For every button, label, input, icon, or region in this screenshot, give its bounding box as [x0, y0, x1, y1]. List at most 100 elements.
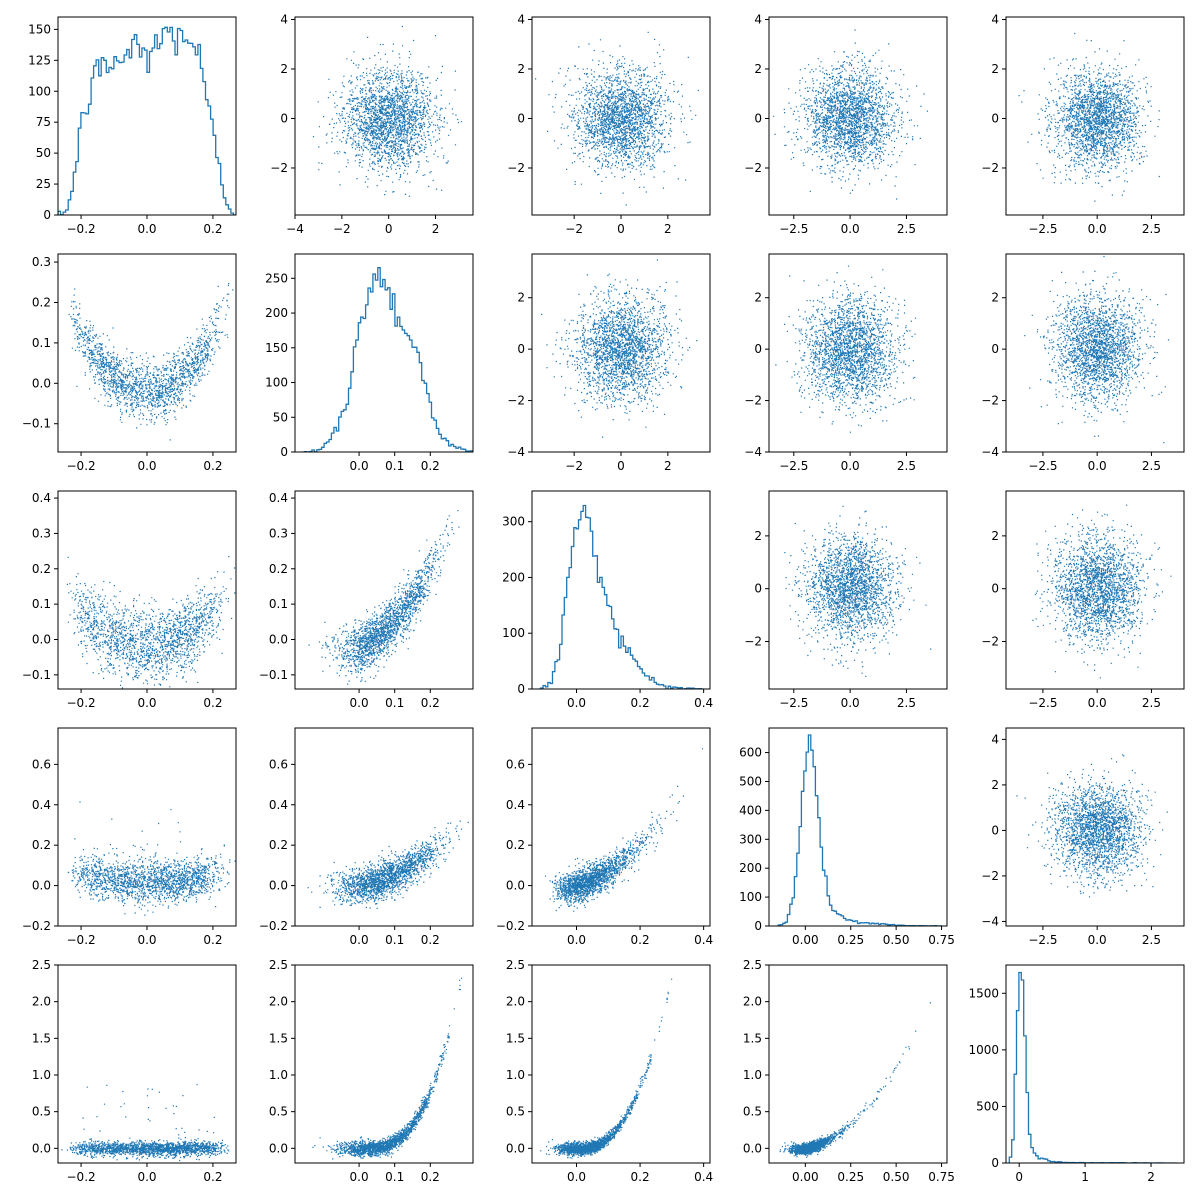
- scatter-panel-4-5: −2.5 0.0 2.5 −4 −2 0 2 4: [981, 727, 1185, 947]
- x-tick-label: 0.2: [203, 459, 222, 473]
- x-tick-label: 0.0: [350, 1170, 369, 1184]
- y-tick-label: −4: [981, 445, 999, 459]
- axes-frame: [1005, 16, 1185, 216]
- x-tick-label: 0.0: [567, 933, 586, 947]
- y-tick-label: 0.2: [32, 295, 51, 309]
- y-tick-label: 1.0: [32, 1068, 51, 1082]
- x-tick-label: 0.75: [928, 933, 955, 947]
- y-tick-label: 2.5: [32, 958, 51, 972]
- y-tick-label: 0.0: [32, 1141, 51, 1155]
- y-tick-label: −2: [744, 394, 762, 408]
- x-tick-label: 2.5: [1142, 933, 1161, 947]
- plot-area: [540, 978, 673, 1159]
- y-tick-label: 0.0: [32, 376, 51, 390]
- y-tick-label: 0.4: [506, 798, 525, 812]
- y-tick-label: 2.0: [506, 995, 525, 1009]
- x-tick-label: 0.0: [350, 459, 369, 473]
- x-tick-label: 0: [617, 459, 625, 473]
- x-tick-label: 0.0: [350, 933, 369, 947]
- y-tick-label: 0: [517, 111, 525, 125]
- x-tick-label: 0.00: [792, 1170, 819, 1184]
- scatter-panel-5-1: −0.2 0.0 0.2 0.0 0.5 1.0 1.5 2.0 2.5: [32, 958, 237, 1184]
- scatter-points: [784, 505, 932, 677]
- x-tick-label: 2.5: [1142, 459, 1161, 473]
- y-tick-label: 1500: [968, 986, 999, 1000]
- y-tick-label: 2.0: [743, 995, 762, 1009]
- y-tick-label: 2: [754, 291, 762, 305]
- y-tick-label: −2: [507, 394, 525, 408]
- plot-area: [58, 26, 236, 215]
- y-tick-label: −4: [507, 445, 525, 459]
- x-tick-label: 2.5: [897, 222, 916, 236]
- scatter-panel-1-5: −2.5 0.0 2.5 −2 0 2 4: [981, 12, 1185, 236]
- y-tick-label: 0.6: [32, 757, 51, 771]
- y-tick-label: −2: [981, 394, 999, 408]
- scatter-points: [1024, 255, 1170, 444]
- scatter-points: [535, 31, 699, 206]
- axes-frame: [768, 727, 948, 927]
- y-tick-label: −0.1: [259, 668, 288, 682]
- scatter-panel-1-4: −2.5 0.0 2.5 −2 0 2 4: [744, 12, 948, 236]
- plot-area: [307, 820, 469, 909]
- y-tick-label: −2: [507, 161, 525, 175]
- x-tick-label: 2.5: [1142, 696, 1161, 710]
- scatter-panel-1-3: −2 0 2 −2 0 2 4: [507, 12, 711, 236]
- y-tick-label: 4: [991, 732, 999, 746]
- y-tick-label: 4: [517, 12, 525, 26]
- y-tick-label: 0.2: [506, 838, 525, 852]
- plot-area: [312, 977, 463, 1160]
- histogram-panel-1-1: −0.2 0.0 0.2 0 25 50 75 100 125 150: [28, 16, 237, 236]
- x-tick-label: 0.0: [567, 696, 586, 710]
- x-tick-label: −2.5: [779, 222, 808, 236]
- axes-frame: [294, 727, 474, 927]
- x-tick-label: 0.4: [694, 1170, 713, 1184]
- y-tick-label: 200: [265, 306, 288, 320]
- y-tick-label: 0.0: [269, 1141, 288, 1155]
- axes-frame: [768, 253, 948, 453]
- x-tick-label: 0.25: [837, 1170, 864, 1184]
- y-tick-label: 0.2: [32, 838, 51, 852]
- axes-frame: [57, 727, 237, 927]
- scatter-panel-5-3: 0.0 0.2 0.4 0.0 0.5 1.0 1.5 2.0 2.5: [506, 958, 713, 1184]
- x-tick-label: −2: [333, 222, 351, 236]
- x-tick-label: −2.5: [1028, 222, 1057, 236]
- x-tick-label: 0.0: [137, 222, 156, 236]
- y-tick-label: 0: [43, 208, 51, 222]
- x-tick-label: 0.75: [928, 1170, 955, 1184]
- x-tick-label: 0.0: [567, 1170, 586, 1184]
- scatter-panel-4-2: 0.0 0.1 0.2 −0.2 0.0 0.2 0.4 0.6: [259, 727, 474, 947]
- scatter-points: [1018, 32, 1160, 202]
- y-tick-label: 2: [754, 62, 762, 76]
- x-tick-label: 2: [1147, 1170, 1155, 1184]
- x-tick-label: 2: [664, 459, 672, 473]
- x-tick-label: 0.0: [841, 696, 860, 710]
- y-tick-label: −2: [981, 161, 999, 175]
- y-tick-label: 1.0: [269, 1068, 288, 1082]
- y-tick-label: 100: [502, 626, 525, 640]
- x-tick-label: 0.0: [1088, 222, 1107, 236]
- x-tick-label: 0.50: [883, 933, 910, 947]
- y-tick-label: 75: [36, 115, 51, 129]
- scatter-points: [67, 801, 236, 916]
- x-tick-label: −2.5: [779, 459, 808, 473]
- x-tick-label: 0.2: [421, 459, 440, 473]
- y-tick-label: 2.0: [32, 995, 51, 1009]
- histogram-step: [777, 734, 943, 926]
- y-tick-label: 50: [36, 146, 51, 160]
- x-tick-label: 0.2: [421, 696, 440, 710]
- scatter-points: [308, 510, 460, 685]
- scatter-points: [66, 556, 236, 689]
- scatter-panel-3-4: −2.5 0.0 2.5 −2 0 2: [744, 490, 948, 710]
- y-tick-label: −4: [981, 914, 999, 928]
- y-tick-label: 100: [265, 376, 288, 390]
- y-tick-label: 0.0: [269, 633, 288, 647]
- scatter-points: [540, 978, 673, 1159]
- y-tick-label: 2.5: [269, 958, 288, 972]
- y-tick-label: 0.5: [32, 1105, 51, 1119]
- y-tick-label: 0.4: [32, 491, 51, 505]
- scatter-panel-3-2: 0.0 0.1 0.2 −0.1 0.0 0.1 0.2 0.3 0.4: [259, 490, 474, 710]
- y-tick-label: 0: [280, 111, 288, 125]
- y-tick-label: 2: [991, 62, 999, 76]
- plot-area: [1024, 255, 1170, 444]
